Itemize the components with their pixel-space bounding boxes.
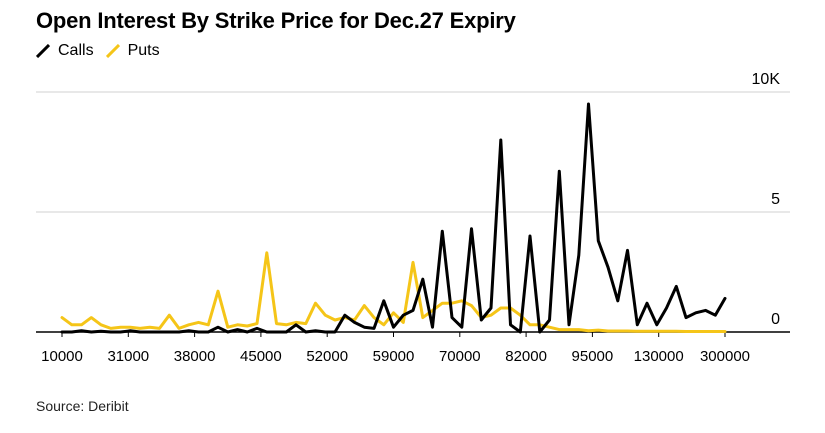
legend-label-puts: Puts xyxy=(127,42,160,59)
y-tick-label: 5 xyxy=(771,191,780,208)
legend-label-calls: Calls xyxy=(58,42,94,59)
chart-legend: Calls Puts xyxy=(35,42,172,60)
x-tick-label: 10000 xyxy=(41,348,83,365)
series-line-puts xyxy=(60,251,727,333)
legend-item-calls: Calls xyxy=(35,42,94,60)
y-tick-label: 0 xyxy=(771,311,780,328)
x-tick-label: 59000 xyxy=(373,348,415,365)
chart-title: Open Interest By Strike Price for Dec.27… xyxy=(36,8,516,33)
x-tick-label: 82000 xyxy=(505,348,547,365)
source-note: Source: Deribit xyxy=(36,398,129,414)
puts-line-icon xyxy=(105,43,120,59)
x-tick-label: 70000 xyxy=(439,348,481,365)
legend-item-puts: Puts xyxy=(105,42,160,60)
x-tick-label: 95000 xyxy=(572,348,614,365)
series-line-calls xyxy=(60,102,727,334)
y-tick-label: 10K xyxy=(752,71,781,88)
x-tick-label: 38000 xyxy=(174,348,216,365)
x-tick-label: 52000 xyxy=(306,348,348,365)
x-tick-label: 31000 xyxy=(107,348,149,365)
x-tick-label: 130000 xyxy=(634,348,684,365)
x-tick-label: 45000 xyxy=(240,348,282,365)
x-tick-label: 300000 xyxy=(700,348,750,365)
calls-line-icon xyxy=(35,43,51,59)
